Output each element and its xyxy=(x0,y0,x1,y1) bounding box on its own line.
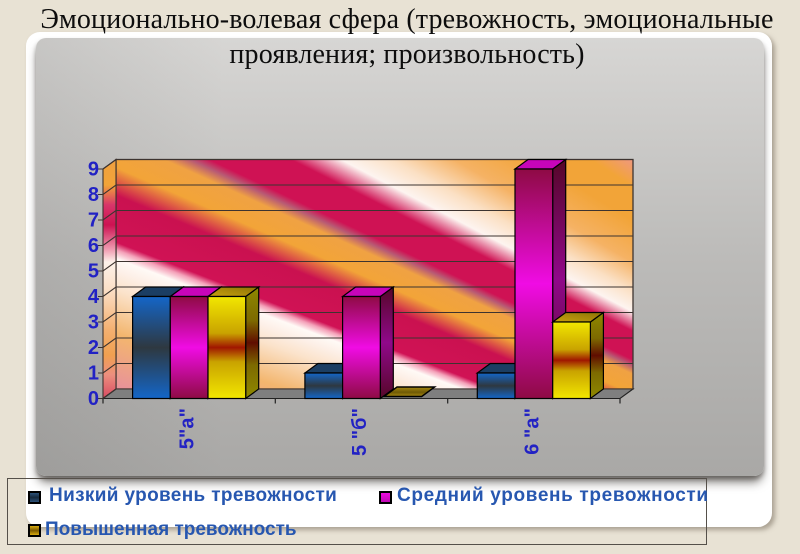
svg-text:6 "а": 6 "а" xyxy=(521,408,543,455)
svg-text:1: 1 xyxy=(88,363,99,385)
svg-text:2: 2 xyxy=(88,337,99,359)
svg-text:3: 3 xyxy=(88,312,99,334)
svg-text:0: 0 xyxy=(88,388,99,410)
svg-text:6: 6 xyxy=(88,235,99,257)
svg-text:8: 8 xyxy=(88,184,99,206)
svg-text:5"а": 5"а" xyxy=(177,408,199,449)
svg-text:7: 7 xyxy=(88,210,99,232)
svg-text:9: 9 xyxy=(88,159,99,181)
svg-text:5 "б": 5 "б" xyxy=(349,408,371,456)
svg-text:4: 4 xyxy=(88,286,100,308)
svg-text:5: 5 xyxy=(88,261,99,283)
